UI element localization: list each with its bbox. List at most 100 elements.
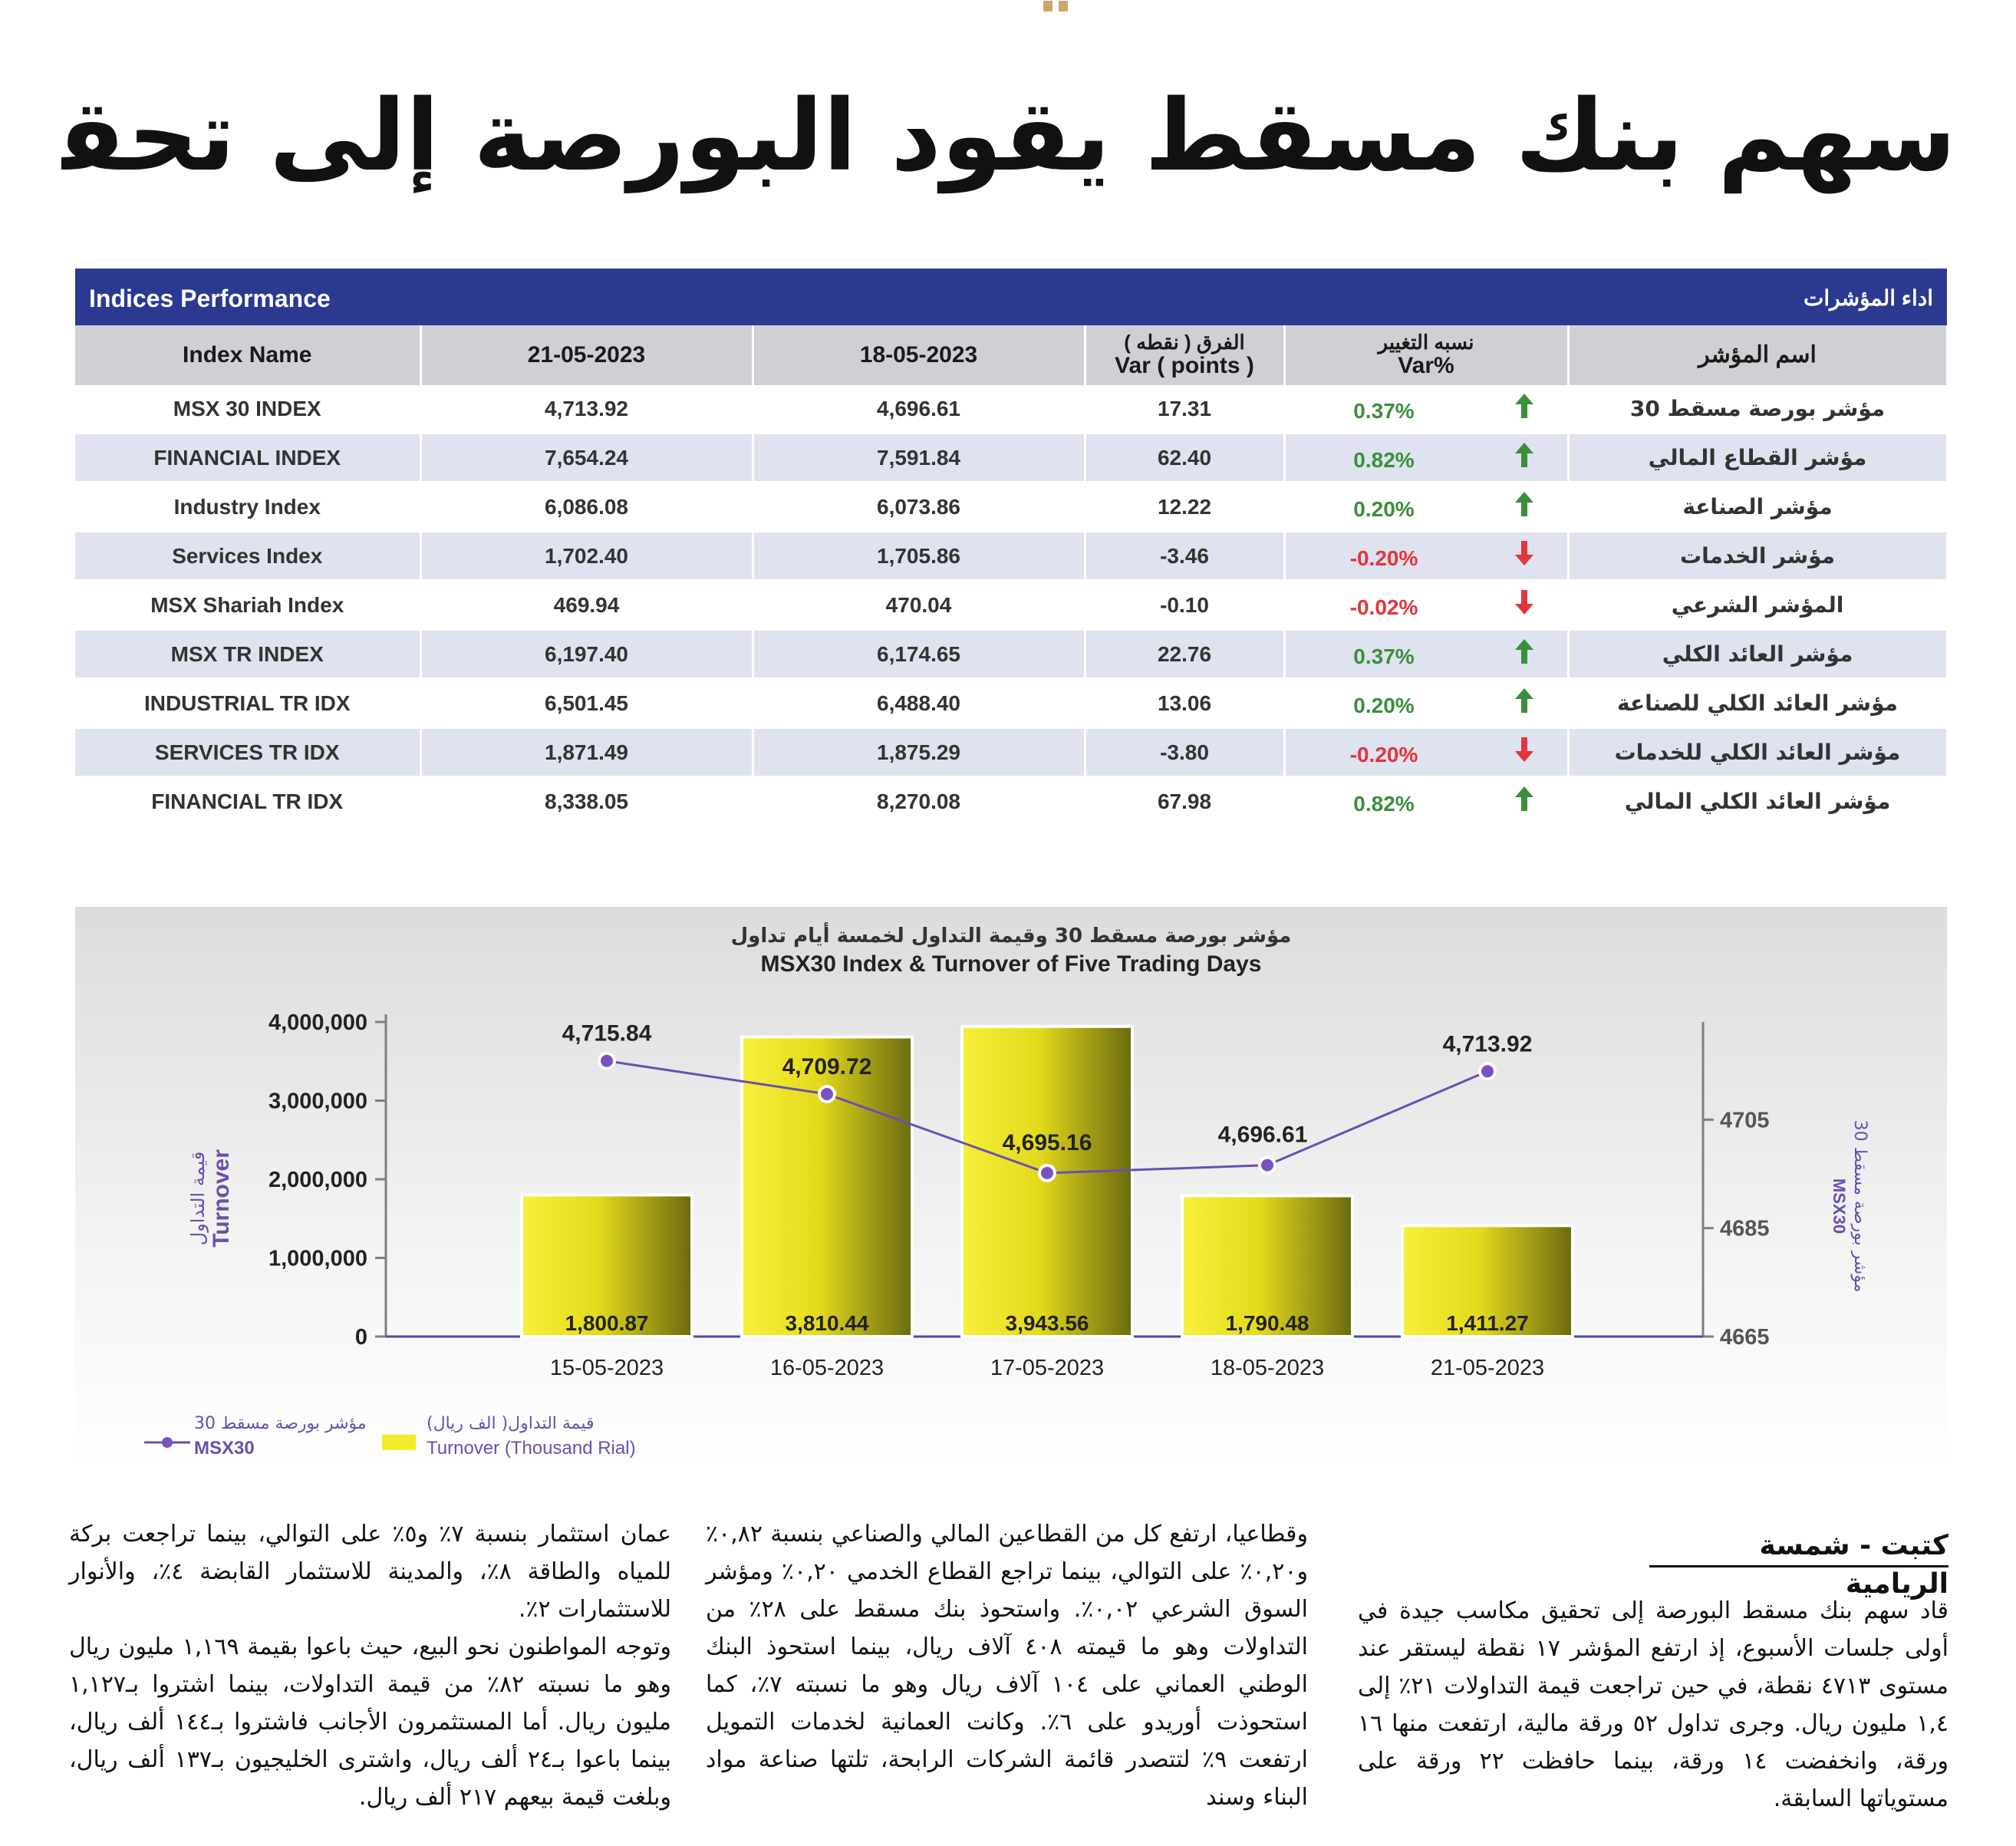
- table-row: INDUSTRIAL TR IDX 6,501.45 6,488.40 13.06 0.…: [75, 678, 1948, 729]
- article-paragraph: وقطاعيا، ارتفع كل من القطاعين المالي وال…: [706, 1521, 1309, 1811]
- right-axis-tick-label: 4665: [1720, 1325, 1770, 1350]
- cell-date1-value: 6,086.08: [420, 482, 754, 532]
- chart-title-en: MSX30 Index & Turnover of Five Trading D…: [761, 951, 1262, 977]
- x-category-label: 16-05-2023: [770, 1356, 884, 1380]
- var-pct-value: 0.37%: [1353, 644, 1415, 668]
- bar-value-label: 3,943.56: [1006, 1311, 1089, 1335]
- cell-index-name: MSX 30 INDEX: [75, 385, 422, 434]
- left-axis-tick-label: 0: [355, 1325, 367, 1350]
- table-title-en: Indices Performance: [89, 285, 331, 312]
- chart-panel: مؤشر بورصة مسقط 30 وقيمة التداول لخمسة أ…: [75, 907, 1947, 1467]
- cell-date2-value: 6,073.86: [753, 482, 1086, 532]
- msx30-point: [818, 1084, 836, 1103]
- arrow-up-icon: [1515, 786, 1533, 811]
- arrow-up-icon: [1515, 639, 1533, 664]
- cell-arabic-name: مؤشر العائد الكلي للصناعة: [1568, 678, 1948, 729]
- header-arabic-name: اسم المؤشر: [1568, 325, 1948, 385]
- cell-date2-value: 470.04: [753, 580, 1086, 631]
- right-axis-tick-label: 4705: [1720, 1108, 1770, 1132]
- bar-value-label: 1,800.87: [565, 1311, 649, 1335]
- cell-index-name: MSX Shariah Index: [75, 580, 422, 631]
- table-header-row: Index Name 21-05-2023 18-05-2023 الفرق (…: [75, 325, 1948, 385]
- table-row: Services Index 1,702.40 1,705.86 -3.46 -0.20…: [75, 531, 1948, 582]
- legend-msx30-en: MSX30: [194, 1438, 255, 1459]
- cell-var-pct: 0.82%: [1284, 776, 1570, 827]
- msx30-point: [1038, 1163, 1056, 1182]
- legend-msx30-ar: مؤشر بورصة مسقط 30: [194, 1414, 367, 1433]
- legend-line-marker: [162, 1437, 173, 1448]
- cell-date1-value: 6,197.40: [420, 629, 754, 680]
- table-row: FINANCIAL INDEX 7,654.24 7,591.84 62.40 0.82…: [75, 433, 1948, 483]
- cell-index-name: FINANCIAL TR IDX: [75, 776, 422, 827]
- cell-date2-value: 8,270.08: [753, 776, 1086, 827]
- arrow-down-icon: [1515, 737, 1533, 762]
- cell-arabic-name: مؤشر العائد الكلي المالي: [1568, 776, 1948, 827]
- right-axis-title-ar: مؤشر بورصة مسقط 30: [1850, 1120, 1869, 1293]
- cell-var-points: 17.31: [1085, 385, 1286, 434]
- x-category-label: 15-05-2023: [550, 1356, 664, 1380]
- table-row: MSX Shariah Index 469.94 470.04 -0.10 -0.02%…: [75, 580, 1948, 631]
- x-category-label: 21-05-2023: [1431, 1356, 1544, 1380]
- table-row: SERVICES TR IDX 1,871.49 1,875.29 -3.80 -0.2…: [75, 727, 1948, 778]
- legend-turnover-en: Turnover (Thousand Rial): [427, 1438, 636, 1459]
- msx30-point-label: 4,709.72: [782, 1054, 872, 1080]
- cell-var-pct: -0.20%: [1284, 727, 1570, 778]
- cell-index-name: Services Index: [75, 531, 422, 582]
- x-category-label: 17-05-2023: [990, 1356, 1104, 1380]
- bar-value-label: 1,790.48: [1226, 1311, 1309, 1335]
- msx30-point-label: 4,713.92: [1443, 1031, 1533, 1057]
- cell-var-pct: 0.20%: [1284, 678, 1570, 729]
- chart-title-ar: مؤشر بورصة مسقط 30 وقيمة التداول لخمسة أ…: [731, 922, 1292, 948]
- table-title-ar: اداء المؤشرات: [1804, 286, 1933, 310]
- msx30-point-label: 4,696.61: [1218, 1122, 1308, 1148]
- cell-var-points: 22.76: [1085, 629, 1286, 680]
- cell-date2-value: 7,591.84: [753, 433, 1086, 483]
- right-axis-tick-label: 4685: [1720, 1217, 1770, 1241]
- var-pct-value: 0.20%: [1353, 497, 1415, 521]
- cell-arabic-name: مؤشر بورصة مسقط 30: [1568, 385, 1948, 434]
- msx30-point-label: 4,695.16: [1003, 1130, 1092, 1155]
- cell-arabic-name: مؤشر الصناعة: [1568, 482, 1948, 532]
- arrow-down-icon: [1515, 590, 1533, 615]
- cell-var-points: 12.22: [1085, 482, 1286, 532]
- indices-grid: Index Name 21-05-2023 18-05-2023 الفرق (…: [75, 325, 1948, 827]
- left-axis-title-ar: قيمة التداول: [187, 1152, 209, 1246]
- headline: سهم بنك مسقط يقود البورصة إلى تحقيق مكاس…: [61, 79, 1956, 193]
- var-pct-value: 0.37%: [1353, 399, 1415, 423]
- left-axis-tick-label: 1,000,000: [268, 1247, 367, 1271]
- table-row: MSX 30 INDEX 4,713.92 4,696.61 17.31 0.37% مؤ…: [75, 385, 1948, 434]
- cell-arabic-name: مؤشر العائد الكلي: [1568, 629, 1948, 680]
- cell-date1-value: 1,871.49: [420, 727, 754, 778]
- left-axis-title-en: Turnover: [209, 1149, 234, 1248]
- cell-arabic-name: مؤشر الخدمات: [1568, 531, 1948, 582]
- var-pct-value: -0.02%: [1349, 595, 1418, 619]
- cell-index-name: MSX TR INDEX: [75, 629, 422, 680]
- cell-date2-value: 1,705.86: [753, 531, 1086, 582]
- var-pct-value: 0.82%: [1353, 448, 1415, 472]
- table-title-band: Indices Performance اداء المؤشرات: [75, 269, 1947, 325]
- cell-index-name: INDUSTRIAL TR IDX: [75, 678, 422, 729]
- indices-performance-table: Indices Performance اداء المؤشرات Index …: [75, 269, 1948, 827]
- turnover-bar: [740, 1035, 914, 1338]
- msx30-turnover-chart: مؤشر بورصة مسقط 30 وقيمة التداول لخمسة أ…: [144, 922, 1869, 1459]
- cell-date1-value: 7,654.24: [420, 433, 754, 483]
- cell-date1-value: 6,501.45: [420, 678, 754, 729]
- header-var-pct: نسبه التغيير Var%: [1284, 325, 1570, 385]
- msx30-point: [598, 1051, 616, 1070]
- left-axis-tick-label: 4,000,000: [268, 1010, 367, 1035]
- article-paragraph: وتوجه المواطنون نحو البيع، حيث باعوا بقي…: [69, 1633, 672, 1811]
- bar-value-label: 3,810.44: [786, 1311, 869, 1335]
- cell-index-name: SERVICES TR IDX: [75, 727, 422, 778]
- cell-var-points: 67.98: [1085, 776, 1286, 827]
- cell-date2-value: 6,174.65: [753, 629, 1086, 680]
- header-date1: 21-05-2023: [420, 325, 754, 385]
- var-pct-value: 0.20%: [1353, 694, 1415, 717]
- cell-arabic-name: مؤشر العائد الكلي للخدمات: [1568, 727, 1948, 778]
- arrow-up-icon: [1515, 688, 1533, 713]
- article-column-2: وقطاعيا، ارتفع كل من القطاعين المالي وال…: [706, 1515, 1308, 1816]
- table-row: MSX TR INDEX 6,197.40 6,174.65 22.76 0.37% مؤ…: [75, 629, 1948, 680]
- cell-var-pct: 0.82%: [1284, 433, 1570, 483]
- msx30-point: [1258, 1155, 1276, 1175]
- article-paragraph: عمان استثمار بنسبة ٧٪ و٥٪ على التوالي، ب…: [69, 1521, 672, 1623]
- header-date2: 18-05-2023: [753, 325, 1086, 385]
